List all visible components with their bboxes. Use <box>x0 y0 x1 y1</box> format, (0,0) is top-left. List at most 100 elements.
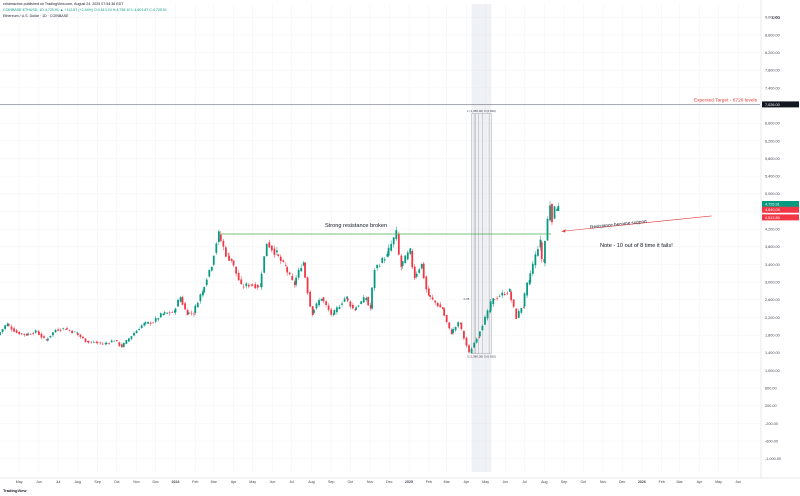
time-tick-label: Aug <box>308 480 314 484</box>
candle-body <box>418 269 421 273</box>
price-tick-label: -200.00 <box>765 422 778 426</box>
candle-body <box>43 336 45 338</box>
candle-body <box>232 260 235 266</box>
support-arrow-head <box>561 229 566 233</box>
candle-body <box>293 281 296 286</box>
time-tick-label: Aug <box>75 480 81 484</box>
time-axis[interactable]: May Jun Jul Aug Sep Oct Nov Dec 2024 Feb Mar Apr May… <box>0 477 800 484</box>
support-label: Resistance become support <box>590 219 648 230</box>
candle-body <box>295 277 297 285</box>
candle-body <box>95 342 98 343</box>
time-tick-label: Jun <box>735 480 741 484</box>
candle-body <box>25 334 28 336</box>
candle-body <box>427 288 430 296</box>
price-tick-label: 1,000.00 <box>765 369 780 373</box>
candle-body <box>162 313 165 315</box>
time-tick-label: Mar <box>211 480 218 484</box>
time-tick-label: Jul <box>289 480 294 484</box>
candle-body <box>125 340 128 344</box>
candle-body <box>15 330 18 333</box>
candle-body <box>71 330 74 334</box>
publish-info: crhdmachnx published on TradingView.com,… <box>3 2 124 6</box>
candle-body <box>315 303 318 309</box>
candle-body <box>392 237 395 245</box>
candle-body <box>265 243 268 257</box>
candle-body <box>460 322 463 329</box>
candle-body <box>411 251 414 268</box>
tradingview-logo: TradingView <box>3 488 27 493</box>
candle-body <box>205 279 208 285</box>
candle-body <box>452 329 454 333</box>
candle-body <box>52 332 54 336</box>
candle-body <box>501 292 504 296</box>
candle-body <box>181 297 184 305</box>
candle-body <box>147 321 149 324</box>
candle-body <box>346 296 349 299</box>
candle-body <box>270 245 273 251</box>
candle-body <box>457 322 460 327</box>
time-tick-label: Dec <box>386 480 393 484</box>
candle-body <box>222 240 225 247</box>
target-price-tag <box>762 101 799 108</box>
candle-body <box>365 297 368 301</box>
fib-mid-label: 0.05 <box>464 297 470 301</box>
time-tick-label: Nov <box>600 480 607 484</box>
candle-body <box>212 255 215 265</box>
candle-body <box>357 305 360 307</box>
candle-body <box>13 328 15 332</box>
candle-body <box>413 266 416 279</box>
time-tick-label: May <box>715 480 722 484</box>
candle-body <box>199 294 202 302</box>
candle-body <box>386 253 389 257</box>
candle-body <box>373 270 376 289</box>
candle-body <box>362 297 365 303</box>
time-tick-label: Jul <box>522 480 527 484</box>
candle-body <box>268 242 271 248</box>
time-tick-label: Apr <box>697 480 703 484</box>
candle-body <box>187 312 190 314</box>
candle-body <box>10 326 13 330</box>
candle-body <box>79 334 82 338</box>
price-tag <box>762 206 799 213</box>
candle-body <box>378 265 381 267</box>
candle-body <box>282 260 285 262</box>
candle-body <box>492 298 495 305</box>
candle-body <box>529 273 532 283</box>
candle-body <box>38 331 40 335</box>
candle-body <box>431 297 434 300</box>
candle-body <box>23 333 26 335</box>
candle-body <box>445 315 448 322</box>
candle-body <box>325 301 327 305</box>
candle-body <box>544 241 546 264</box>
candle-body <box>251 284 254 286</box>
candle-body <box>166 312 169 314</box>
candle-body <box>76 332 79 334</box>
target-label: Expected Target - 6726 levels <box>694 97 758 103</box>
candle-body <box>227 253 230 255</box>
candle-body <box>420 263 423 269</box>
candle-body <box>62 328 65 329</box>
price-tick-label: 3,400.00 <box>765 263 780 267</box>
candle-body <box>242 286 245 288</box>
candle-body <box>99 342 102 344</box>
candle-body <box>105 342 108 345</box>
candle-body <box>523 293 526 307</box>
candle-body <box>235 266 237 274</box>
candle-body <box>54 329 57 333</box>
price-tag-label: 4,725.91 <box>765 202 780 206</box>
candle-body <box>401 261 404 266</box>
time-tick-label: Mar <box>444 480 451 484</box>
candle-body <box>553 206 556 219</box>
time-tick-label: Mar <box>676 480 683 484</box>
candle-body <box>556 209 558 211</box>
candle-body <box>128 338 130 342</box>
candle-body <box>279 256 282 261</box>
price-tick-label: 4,200.00 <box>765 228 780 232</box>
candle-body <box>96 342 99 344</box>
fib-zone: 1 (1,380.00) 0 (6,820) 0 (1,380.00) 0 (6,… <box>464 4 496 472</box>
candle-body <box>76 333 79 335</box>
candle-body <box>163 312 166 314</box>
